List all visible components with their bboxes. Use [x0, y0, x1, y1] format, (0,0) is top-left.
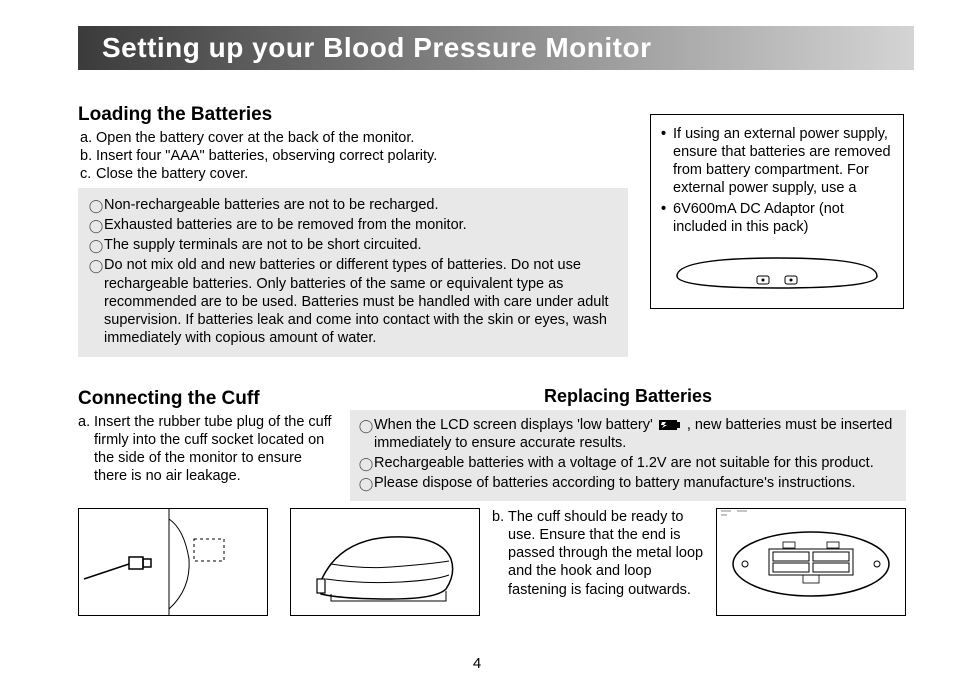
circle-bullet-icon: ◯ — [358, 454, 374, 472]
step-label: b. — [492, 508, 508, 599]
step-label: b. — [80, 147, 96, 165]
connecting-cuff-section: Connecting the Cuff a. Insert the rubber… — [78, 388, 338, 486]
loading-step: b. Insert four "AAA" batteries, observin… — [80, 147, 618, 165]
step-text: Insert the rubber tube plug of the cuff … — [94, 413, 338, 486]
step-label: a. — [78, 413, 94, 486]
power-text: 6V600mA DC Adaptor (not included in this… — [673, 200, 893, 236]
warning-item: ◯ Exhausted batteries are to be removed … — [88, 216, 616, 234]
cuff-step-b-section: b. The cuff should be ready to use. Ensu… — [492, 508, 708, 599]
warning-text: Do not mix old and new batteries or diff… — [104, 256, 616, 347]
circle-bullet-icon: ◯ — [358, 474, 374, 492]
warning-item: ◯ The supply terminals are not to be sho… — [88, 236, 616, 254]
replace-text: Please dispose of batteries according to… — [374, 474, 896, 492]
cuff-step-a: a. Insert the rubber tube plug of the cu… — [78, 413, 338, 486]
power-text: If using an external power supply, ensur… — [673, 125, 893, 198]
step-text: Open the battery cover at the back of th… — [96, 129, 618, 147]
replace-item: ◯ When the LCD screen displays 'low batt… — [358, 416, 896, 452]
step-label: c. — [80, 165, 96, 183]
low-battery-icon — [659, 419, 681, 431]
replace-text: When the LCD screen displays 'low batter… — [374, 416, 896, 452]
power-item: • If using an external power supply, ens… — [661, 125, 893, 198]
cuff-heading: Connecting the Cuff — [78, 388, 338, 410]
loading-steps: a. Open the battery cover at the back of… — [80, 129, 618, 183]
replacing-box: ◯ When the LCD screen displays 'low batt… — [350, 410, 906, 501]
replacing-heading: Replacing Batteries — [350, 386, 906, 407]
page-title: Setting up your Blood Pressure Monitor — [102, 32, 651, 64]
loading-step: c. Close the battery cover. — [80, 165, 618, 183]
circle-bullet-icon: ◯ — [88, 196, 104, 214]
bullet-icon: • — [661, 200, 673, 218]
power-list: • If using an external power supply, ens… — [661, 125, 893, 236]
circle-bullet-icon: ◯ — [88, 216, 104, 234]
battery-compartment-illustration — [716, 508, 906, 616]
warning-item: ◯ Do not mix old and new batteries or di… — [88, 256, 616, 347]
monitor-side-illustration — [667, 246, 887, 296]
cuff-plug-illustration — [78, 508, 268, 616]
step-text: The cuff should be ready to use. Ensure … — [508, 508, 708, 599]
cuff-folded-illustration — [290, 508, 480, 616]
power-item: • 6V600mA DC Adaptor (not included in th… — [661, 200, 893, 236]
page-number: 4 — [0, 655, 954, 672]
title-bar: Setting up your Blood Pressure Monitor — [78, 26, 914, 70]
loading-step: a. Open the battery cover at the back of… — [80, 129, 618, 147]
cuff-step-b: b. The cuff should be ready to use. Ensu… — [492, 508, 708, 599]
loading-batteries-section: Loading the Batteries a. Open the batter… — [78, 104, 618, 183]
replace-text: Rechargeable batteries with a voltage of… — [374, 454, 896, 472]
external-power-box: • If using an external power supply, ens… — [650, 114, 904, 309]
replacing-batteries-section: Replacing Batteries ◯ When the LCD scree… — [350, 386, 906, 501]
bullet-icon: • — [661, 125, 673, 143]
warning-item: ◯ Non-rechargeable batteries are not to … — [88, 196, 616, 214]
replace-text-pre: When the LCD screen displays 'low batter… — [374, 417, 657, 433]
replace-list: ◯ When the LCD screen displays 'low batt… — [358, 416, 896, 493]
replace-item: ◯ Please dispose of batteries according … — [358, 474, 896, 492]
step-text: Insert four "AAA" batteries, observing c… — [96, 147, 618, 165]
step-text: Close the battery cover. — [96, 165, 618, 183]
warning-text: Non-rechargeable batteries are not to be… — [104, 196, 616, 214]
circle-bullet-icon: ◯ — [88, 236, 104, 254]
warning-text: The supply terminals are not to be short… — [104, 236, 616, 254]
loading-heading: Loading the Batteries — [78, 104, 618, 126]
warning-list: ◯ Non-rechargeable batteries are not to … — [88, 196, 616, 347]
replace-item: ◯ Rechargeable batteries with a voltage … — [358, 454, 896, 472]
circle-bullet-icon: ◯ — [358, 416, 374, 434]
battery-warnings-box: ◯ Non-rechargeable batteries are not to … — [78, 188, 628, 357]
circle-bullet-icon: ◯ — [88, 256, 104, 274]
step-label: a. — [80, 129, 96, 147]
warning-text: Exhausted batteries are to be removed fr… — [104, 216, 616, 234]
